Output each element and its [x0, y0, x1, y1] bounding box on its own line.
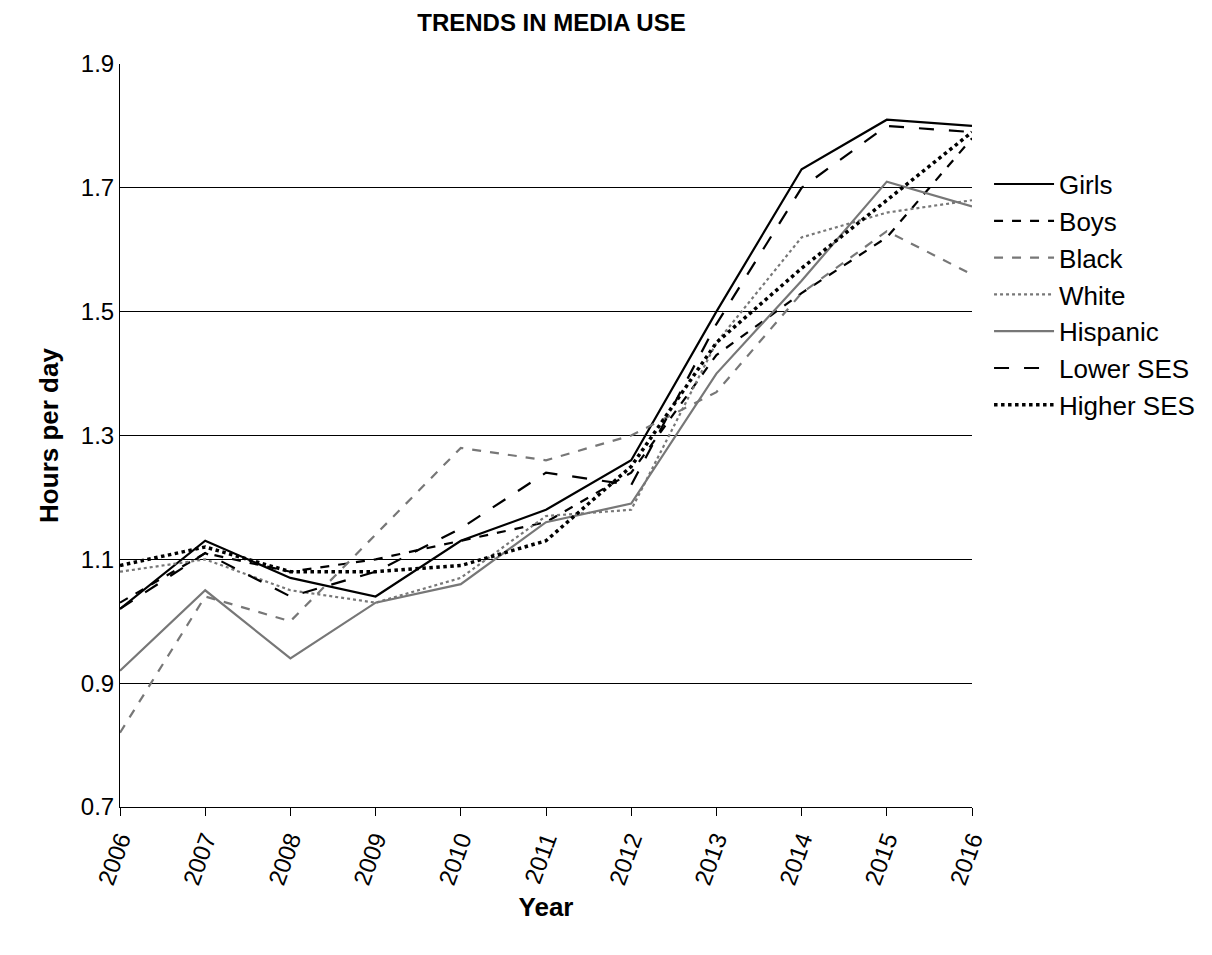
svg-text:Boys: Boys	[1059, 207, 1117, 237]
svg-text:2012: 2012	[604, 829, 648, 888]
svg-text:2013: 2013	[689, 829, 733, 888]
svg-text:2006: 2006	[92, 829, 136, 888]
svg-text:2016: 2016	[944, 829, 988, 888]
svg-text:Year: Year	[519, 892, 574, 922]
svg-text:Lower SES: Lower SES	[1059, 354, 1189, 384]
svg-text:White: White	[1059, 281, 1125, 311]
svg-text:2011: 2011	[519, 829, 562, 887]
svg-text:2007: 2007	[178, 829, 222, 888]
svg-text:1.7: 1.7	[81, 174, 114, 201]
svg-text:1.5: 1.5	[81, 298, 114, 325]
svg-text:1.3: 1.3	[81, 422, 114, 449]
svg-text:Hispanic: Hispanic	[1059, 317, 1159, 347]
svg-text:2009: 2009	[348, 829, 392, 888]
svg-text:2014: 2014	[774, 829, 818, 888]
svg-text:Higher SES: Higher SES	[1059, 391, 1195, 421]
svg-text:Girls: Girls	[1059, 170, 1112, 200]
svg-text:2010: 2010	[433, 829, 477, 888]
svg-text:Black: Black	[1059, 244, 1124, 274]
svg-text:1.1: 1.1	[81, 546, 114, 573]
svg-text:1.9: 1.9	[81, 50, 114, 77]
svg-text:0.9: 0.9	[81, 670, 114, 697]
svg-text:0.7: 0.7	[81, 793, 114, 820]
svg-text:2008: 2008	[263, 829, 307, 888]
svg-text:TRENDS IN MEDIA USE: TRENDS IN MEDIA USE	[417, 9, 685, 36]
svg-text:Hours per day: Hours per day	[34, 348, 64, 523]
svg-text:2015: 2015	[859, 829, 903, 888]
